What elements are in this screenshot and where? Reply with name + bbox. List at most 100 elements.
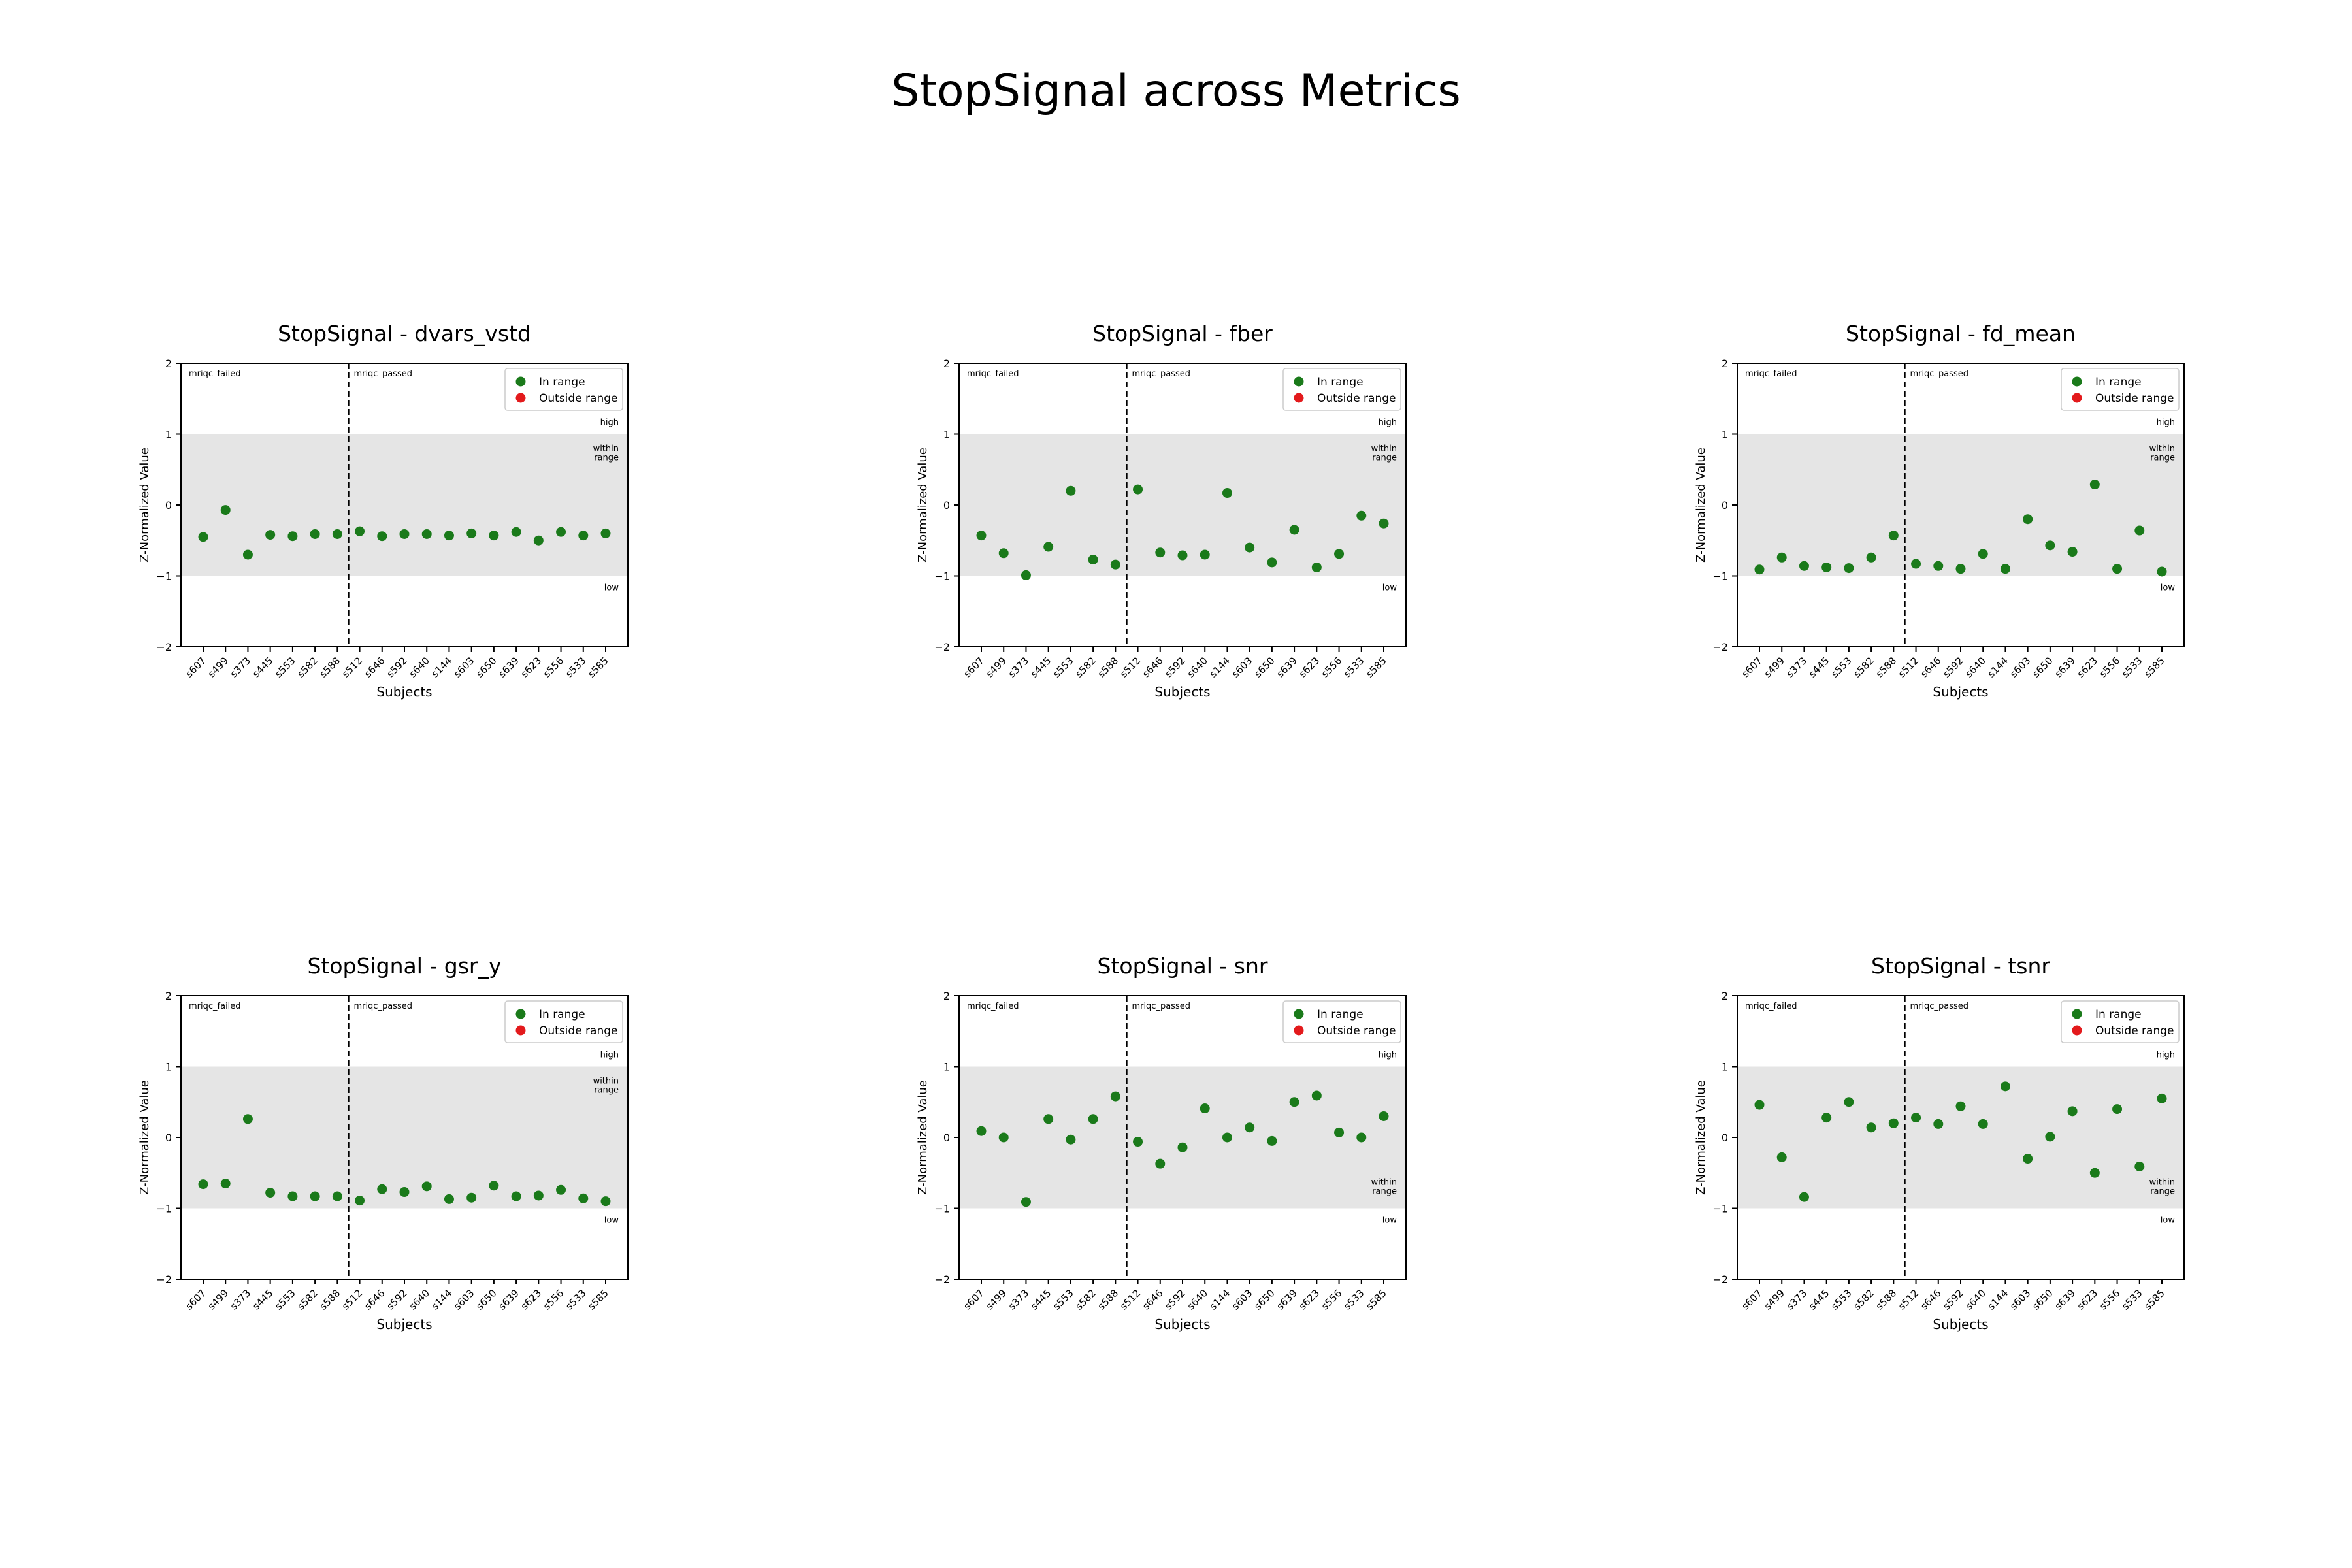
x-tick-label-s603: s603 — [1230, 1287, 1255, 1313]
data-point-s588 — [1110, 1091, 1120, 1102]
y-tick-label: 2 — [1722, 357, 1728, 370]
x-tick-label-s585: s585 — [1364, 655, 1389, 680]
y-tick-label: 0 — [1722, 499, 1728, 512]
data-point-s445 — [265, 1188, 276, 1198]
label-low: low — [2161, 583, 2176, 593]
x-tick-label-s650: s650 — [2030, 1287, 2055, 1313]
x-tick-label-s144: s144 — [429, 1287, 455, 1313]
label-within-range: within range — [593, 1077, 619, 1096]
x-tick-label-s646: s646 — [1140, 1287, 1166, 1313]
data-point-s588 — [332, 1191, 342, 1201]
data-point-s144 — [2000, 1081, 2010, 1092]
data-point-s640 — [1978, 549, 1988, 559]
data-point-s373 — [1021, 1197, 1031, 1207]
x-tick-label-s588: s588 — [1874, 655, 1899, 680]
data-point-s623 — [1311, 1090, 1322, 1101]
x-tick-label-s588: s588 — [318, 655, 343, 680]
legend-in-range-marker — [515, 376, 526, 387]
x-tick-label-s592: s592 — [384, 655, 410, 680]
data-point-s607 — [976, 1126, 987, 1136]
x-tick-label-s650: s650 — [2030, 655, 2055, 680]
label-mriqc-failed: mriqc_failed — [189, 369, 241, 379]
data-point-s650 — [1267, 1135, 1277, 1146]
data-point-s499 — [1776, 1152, 1787, 1162]
y-tick-label: −1 — [1712, 570, 1728, 583]
y-tick-label: 1 — [1722, 429, 1728, 441]
data-point-s585 — [1379, 1111, 1389, 1121]
x-tick-label-s623: s623 — [1297, 1287, 1322, 1313]
data-point-s373 — [242, 1114, 253, 1124]
x-tick-label-s556: s556 — [541, 1287, 566, 1313]
label-mriqc-passed: mriqc_passed — [1132, 1002, 1190, 1011]
x-tick-label-s585: s585 — [1364, 1287, 1389, 1313]
data-point-s650 — [2045, 1132, 2055, 1142]
x-tick-label-s553: s553 — [1051, 1287, 1076, 1313]
legend-in-range-marker — [2072, 1009, 2082, 1019]
x-tick-label-s533: s533 — [563, 1287, 589, 1313]
data-point-s373 — [1799, 561, 1809, 571]
x-tick-label-s639: s639 — [1274, 1287, 1299, 1313]
x-tick-label-s607: s607 — [1739, 655, 1765, 680]
data-point-s640 — [1978, 1119, 1988, 1129]
y-tick-label: 1 — [943, 429, 950, 441]
x-tick-label-s603: s603 — [451, 1287, 477, 1313]
x-tick-label-s144: s144 — [1207, 1287, 1233, 1313]
x-tick-label-s556: s556 — [2097, 655, 2123, 680]
data-point-s585 — [2157, 566, 2167, 577]
label-mriqc-passed: mriqc_passed — [1132, 369, 1190, 379]
data-point-s582 — [1088, 555, 1098, 565]
data-point-s553 — [1844, 563, 1854, 574]
data-point-s445 — [1043, 1114, 1054, 1124]
data-point-s533 — [2134, 1161, 2145, 1171]
x-tick-label-s512: s512 — [340, 1287, 365, 1313]
y-tick-label: −2 — [1712, 1273, 1728, 1286]
legend-in-range-label: In range — [539, 376, 585, 389]
x-tick-label-s445: s445 — [1806, 1287, 1832, 1313]
x-tick-label-s144: s144 — [429, 655, 455, 680]
x-tick-label-s373: s373 — [1784, 655, 1810, 680]
label-mriqc-passed: mriqc_passed — [353, 369, 412, 379]
data-point-s646 — [377, 531, 387, 542]
x-tick-label-s646: s646 — [362, 1287, 387, 1313]
x-tick-label-s499: s499 — [984, 1287, 1009, 1313]
x-tick-label-s582: s582 — [295, 655, 320, 680]
x-tick-label-s533: s533 — [2119, 655, 2145, 680]
y-tick-label: 0 — [943, 499, 950, 512]
data-point-s639 — [2067, 1106, 2078, 1117]
x-tick-label-s607: s607 — [1739, 1287, 1765, 1313]
label-high: high — [2157, 1051, 2175, 1060]
y-tick-label: 0 — [165, 1132, 172, 1144]
x-tick-label-s646: s646 — [1918, 1287, 1944, 1313]
legend-outside-range-marker — [2072, 393, 2082, 403]
y-axis-label: Z-Normalized Value — [1694, 1080, 1708, 1195]
label-within-range: within range — [2149, 444, 2175, 463]
data-point-s144 — [444, 1194, 454, 1204]
x-tick-label-s592: s592 — [1940, 655, 1966, 680]
x-tick-label-s603: s603 — [2008, 1287, 2033, 1313]
data-point-s585 — [600, 1196, 611, 1207]
data-point-s373 — [1021, 570, 1031, 580]
x-tick-label-s603: s603 — [2008, 655, 2033, 680]
x-tick-label-s650: s650 — [474, 655, 499, 680]
x-tick-label-s144: s144 — [1985, 655, 2011, 680]
data-point-s512 — [1133, 484, 1143, 495]
x-axis-label: Subjects — [376, 684, 432, 700]
x-tick-label-s533: s533 — [1341, 655, 1367, 680]
x-axis-label: Subjects — [376, 1316, 432, 1332]
data-point-s623 — [533, 535, 544, 546]
x-tick-label-s639: s639 — [2052, 655, 2078, 680]
data-point-s607 — [1754, 564, 1765, 575]
data-point-s512 — [355, 526, 365, 536]
label-mriqc-failed: mriqc_failed — [967, 369, 1019, 379]
data-point-s144 — [444, 531, 454, 541]
data-point-s592 — [1955, 1101, 1966, 1111]
x-tick-label-s650: s650 — [474, 1287, 499, 1313]
data-point-s445 — [1043, 542, 1054, 552]
label-mriqc-passed: mriqc_passed — [353, 1002, 412, 1011]
data-point-s585 — [1379, 518, 1389, 529]
x-tick-label-s533: s533 — [1341, 1287, 1367, 1313]
label-mriqc-failed: mriqc_failed — [1745, 369, 1797, 379]
y-tick-label: −2 — [156, 641, 172, 653]
